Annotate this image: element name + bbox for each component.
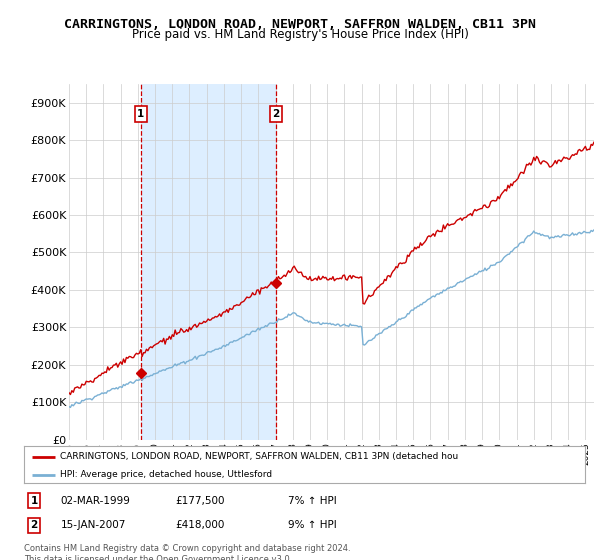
- Text: Price paid vs. HM Land Registry's House Price Index (HPI): Price paid vs. HM Land Registry's House …: [131, 28, 469, 41]
- Bar: [141, 84, 276, 440]
- Text: £177,500: £177,500: [175, 496, 225, 506]
- Text: 2: 2: [272, 109, 280, 119]
- Text: £418,000: £418,000: [175, 520, 225, 530]
- Text: 1: 1: [137, 109, 145, 119]
- Text: 02-MAR-1999: 02-MAR-1999: [61, 496, 130, 506]
- Text: 7% ↑ HPI: 7% ↑ HPI: [287, 496, 337, 506]
- Text: 1: 1: [31, 496, 38, 506]
- Text: CARRINGTONS, LONDON ROAD, NEWPORT, SAFFRON WALDEN, CB11 3PN (detached hou: CARRINGTONS, LONDON ROAD, NEWPORT, SAFFR…: [61, 452, 459, 461]
- Text: HPI: Average price, detached house, Uttlesford: HPI: Average price, detached house, Uttl…: [61, 470, 272, 479]
- Text: 15-JAN-2007: 15-JAN-2007: [61, 520, 126, 530]
- Text: CARRINGTONS, LONDON ROAD, NEWPORT, SAFFRON WALDEN, CB11 3PN: CARRINGTONS, LONDON ROAD, NEWPORT, SAFFR…: [64, 18, 536, 31]
- Text: 9% ↑ HPI: 9% ↑ HPI: [287, 520, 337, 530]
- Text: Contains HM Land Registry data © Crown copyright and database right 2024.
This d: Contains HM Land Registry data © Crown c…: [24, 544, 350, 560]
- Text: 2: 2: [31, 520, 38, 530]
